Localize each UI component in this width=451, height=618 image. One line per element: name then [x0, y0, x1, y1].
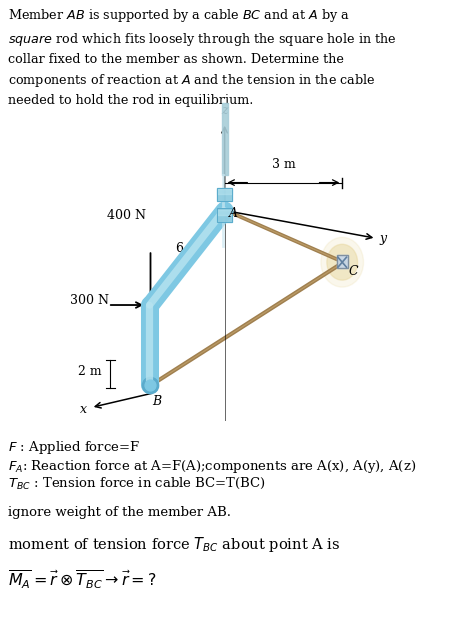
Text: 2 m: 2 m	[78, 365, 102, 378]
Bar	[216, 187, 232, 201]
Bar	[221, 103, 228, 175]
Text: 400 N: 400 N	[107, 209, 146, 222]
Bar	[216, 210, 232, 214]
Text: y: y	[379, 232, 386, 245]
Text: 6 m: 6 m	[176, 242, 199, 255]
Text: moment of tension force $T_{BC}$ about point A is: moment of tension force $T_{BC}$ about p…	[8, 535, 340, 554]
Text: x: x	[80, 403, 87, 416]
Bar	[216, 208, 232, 222]
Bar	[216, 189, 232, 194]
Bar	[336, 255, 347, 268]
Text: 3 m: 3 m	[271, 158, 295, 171]
Text: $T_{BC}$ : Tension force in cable BC=T(BC): $T_{BC}$ : Tension force in cable BC=T(B…	[8, 476, 266, 491]
Text: C: C	[347, 265, 357, 278]
Text: $\overline{M_A} = \vec{r} \otimes \overline{T_{BC}} \rightarrow \vec{r} = ?$: $\overline{M_A} = \vec{r} \otimes \overl…	[8, 569, 156, 591]
Text: 300 N: 300 N	[69, 294, 108, 307]
Text: ignore weight of the member AB.: ignore weight of the member AB.	[8, 506, 231, 519]
Text: B: B	[152, 395, 161, 408]
Text: z: z	[221, 104, 227, 117]
Text: Member $AB$ is supported by a cable $BC$ and at $A$ by a
$\it{square}$ rod which: Member $AB$ is supported by a cable $BC$…	[8, 7, 396, 108]
Bar	[216, 187, 232, 201]
Circle shape	[326, 244, 357, 280]
Bar	[216, 208, 232, 222]
Bar	[336, 255, 347, 268]
Circle shape	[320, 237, 363, 287]
Text: A: A	[228, 208, 237, 221]
Text: $F_A$: Reaction force at A=F(A);components are A(x), A(y), A(z): $F_A$: Reaction force at A=F(A);componen…	[8, 458, 415, 475]
Text: $F$ : Applied force=F: $F$ : Applied force=F	[8, 439, 140, 457]
